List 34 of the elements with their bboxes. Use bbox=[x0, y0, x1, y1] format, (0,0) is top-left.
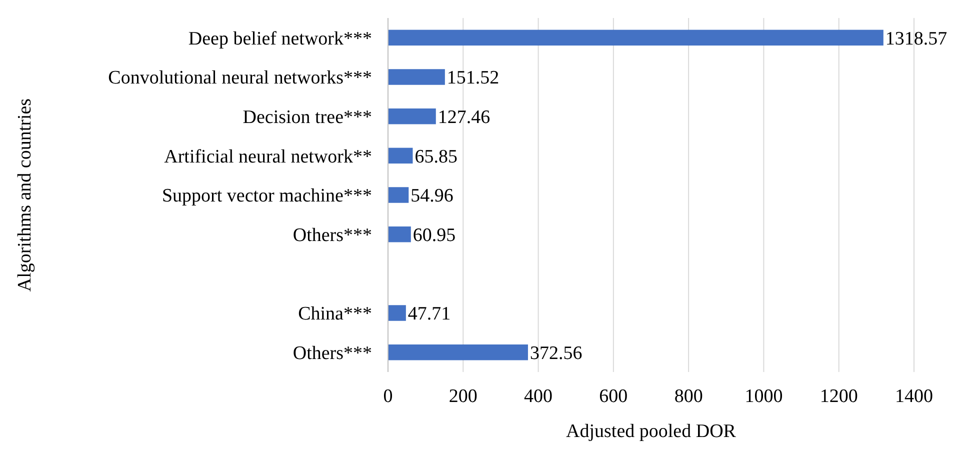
data-label: 54.96 bbox=[410, 186, 454, 207]
x-tick-label: 1400 bbox=[895, 386, 933, 407]
x-tick-label: 1000 bbox=[744, 386, 783, 407]
x-tick-label: 400 bbox=[524, 386, 553, 407]
y-tick-label: Artificial neural network** bbox=[164, 146, 372, 168]
data-label: 127.46 bbox=[438, 106, 490, 128]
data-label: 60.95 bbox=[412, 224, 456, 246]
bar bbox=[388, 69, 445, 85]
y-tick-label: China*** bbox=[298, 304, 372, 325]
bar bbox=[388, 108, 436, 124]
x-tick-label: 800 bbox=[674, 386, 703, 407]
bar bbox=[388, 187, 409, 203]
data-label: 47.71 bbox=[408, 304, 451, 325]
x-axis-title: Adjusted pooled DOR bbox=[566, 421, 736, 442]
y-axis-title: Algorithms and countries bbox=[14, 98, 36, 292]
x-tick-label: 0 bbox=[383, 386, 393, 407]
y-tick-label: Convolutional neural networks*** bbox=[108, 68, 372, 89]
bar bbox=[388, 226, 411, 242]
data-label: 65.85 bbox=[414, 146, 458, 168]
data-label: 1318.57 bbox=[885, 28, 948, 50]
bar bbox=[388, 344, 528, 360]
y-tick-label: Deep belief network*** bbox=[188, 28, 372, 50]
y-tick-label: Support vector machine*** bbox=[162, 186, 372, 207]
bar bbox=[388, 148, 413, 164]
x-tick-label: 600 bbox=[599, 386, 628, 407]
x-tick-label: 200 bbox=[448, 386, 478, 407]
bar bbox=[388, 305, 406, 321]
x-tick-label: 1200 bbox=[820, 386, 858, 407]
data-label: 151.52 bbox=[446, 68, 500, 89]
y-tick-label: Decision tree*** bbox=[242, 106, 372, 128]
data-label: 372.56 bbox=[530, 342, 582, 364]
y-tick-label: Others*** bbox=[292, 342, 372, 364]
bar bbox=[388, 30, 884, 46]
y-tick-label: Others*** bbox=[292, 224, 372, 246]
